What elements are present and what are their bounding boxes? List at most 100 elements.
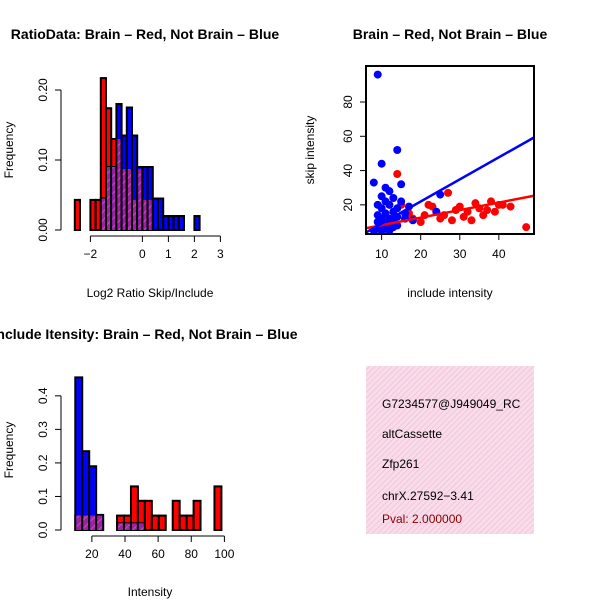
- intensity-hist-xlabel: Intensity: [128, 585, 173, 599]
- y-tick-label: 0.0: [36, 521, 50, 538]
- point-brain: [506, 202, 515, 211]
- y-tick-label: 0.10: [36, 148, 50, 172]
- bar-overlap: [127, 169, 131, 230]
- bar-overlap: [148, 199, 152, 230]
- bar-brain: [73, 198, 82, 231]
- y-tick-label: 0.4: [36, 387, 50, 404]
- point-brain: [444, 188, 453, 197]
- x-tick-label: 1: [165, 247, 172, 261]
- bar-not-brain: [177, 215, 186, 231]
- bar-overlap: [112, 167, 116, 230]
- plot-frame: [365, 65, 535, 235]
- bar-not-brain: [193, 215, 201, 231]
- point-brain: [447, 216, 456, 225]
- info-gene-name: Zfp261: [382, 457, 420, 471]
- point-brain: [490, 207, 499, 216]
- point-not-brain: [397, 180, 406, 189]
- scatter-panel: Brain – Red, Not Brain – Blue 10 20 30 40 20…: [303, 26, 547, 300]
- bar-overlap: [107, 167, 111, 230]
- y-tick-label: 20: [341, 198, 355, 212]
- scatter-ylabel: skip intensity: [303, 116, 317, 185]
- scatter-title: Brain – Red, Not Brain – Blue: [353, 26, 548, 42]
- y-tick-label: 0.2: [36, 454, 50, 471]
- x-tick-label: 20: [414, 247, 428, 261]
- point-not-brain: [385, 187, 394, 196]
- point-not-brain: [389, 194, 398, 202]
- info-panel-background: [366, 366, 534, 534]
- point-brain: [522, 223, 531, 232]
- point-not-brain: [385, 200, 394, 209]
- ratio-hist-axes: −2 0 1 2 3 0.00 0.10 0.20: [36, 78, 224, 261]
- bar-overlap: [138, 523, 144, 530]
- ratio-hist-ylabel: Frequency: [2, 122, 16, 179]
- y-tick-label: 80: [341, 95, 355, 109]
- bar-overlap: [97, 515, 103, 530]
- x-tick-label: 0: [139, 247, 146, 261]
- y-tick-label: 0.1: [36, 488, 50, 505]
- y-tick-label: 0.20: [36, 78, 50, 102]
- bar-overlap: [143, 199, 147, 230]
- point-not-brain: [377, 159, 386, 168]
- x-tick-label: 60: [151, 547, 165, 561]
- x-tick-label: 40: [492, 247, 506, 261]
- fit-line-not-brain: [365, 136, 535, 234]
- bar-brain: [150, 514, 160, 532]
- bar-not-brain: [74, 376, 84, 531]
- point-brain: [416, 218, 425, 226]
- point-brain: [467, 216, 476, 225]
- point-not-brain: [393, 146, 402, 154]
- point-brain: [483, 206, 492, 214]
- fit-line-brain: [365, 194, 535, 230]
- point-not-brain: [397, 197, 406, 206]
- point-not-brain: [393, 204, 402, 213]
- bar-brain: [178, 514, 188, 532]
- x-tick-label: 2: [191, 247, 198, 261]
- info-pval: Pval: 2.000000: [382, 512, 462, 526]
- x-tick-label: 20: [85, 547, 99, 561]
- bar-overlap: [76, 515, 82, 530]
- bar-brain: [171, 499, 181, 532]
- intensity-hist-title: Include Itensity: Brain – Red, Not Brain…: [0, 326, 298, 342]
- bar-overlap: [90, 515, 96, 530]
- bar-brain: [213, 485, 223, 532]
- point-not-brain: [369, 178, 378, 187]
- bar-overlap: [117, 139, 121, 230]
- ratio-hist-bars: [73, 77, 201, 232]
- intensity-histogram-panel: Include Itensity: Brain – Red, Not Brain…: [0, 326, 298, 599]
- intensity-hist-axes: 20 40 60 80 100 0.0 0.1 0.2 0.3 0.4: [36, 387, 235, 561]
- bar-overlap: [124, 523, 130, 530]
- info-event-type: altCassette: [382, 427, 442, 441]
- y-tick-label: 60: [341, 129, 355, 143]
- bar-overlap: [101, 198, 105, 230]
- intensity-hist-ylabel: Frequency: [2, 422, 16, 479]
- bar-overlap: [131, 523, 137, 530]
- intensity-hist-bars: [74, 376, 223, 532]
- info-probe-id: G7234577@J949049_RC: [382, 397, 521, 411]
- y-tick-label: 0.00: [36, 218, 50, 242]
- bar-overlap: [83, 515, 89, 530]
- bar-brain: [185, 514, 195, 532]
- x-tick-label: 30: [453, 247, 467, 261]
- ratio-histogram-panel: RatioData: Brain – Red, Not Brain – Blue…: [2, 26, 279, 300]
- bar-overlap: [122, 169, 126, 230]
- info-panel-clip: G7234577@J949049_RC altCassette Zfp261 c…: [382, 397, 521, 526]
- bar-overlap: [133, 199, 137, 230]
- scatter-xlabel: include intensity: [407, 286, 492, 300]
- bar-brain: [157, 514, 167, 532]
- y-tick-label: 0.3: [36, 421, 50, 438]
- bar-brain: [143, 499, 153, 532]
- bar-not-brain: [157, 197, 165, 231]
- bar-overlap: [118, 523, 123, 530]
- x-tick-label: 100: [214, 547, 234, 561]
- bar-brain: [192, 499, 202, 532]
- x-tick-label: −2: [84, 247, 98, 261]
- y-tick-label: 40: [341, 164, 355, 178]
- info-panel: G7234577@J949049_RC altCassette Zfp261 c…: [366, 366, 534, 534]
- ratio-hist-xlabel: Log2 Ratio Skip/Include: [87, 286, 214, 300]
- x-tick-label: 40: [118, 547, 132, 561]
- scatter-axes: 10 20 30 40 20 40 60 80: [341, 65, 535, 261]
- info-location: chrX.27592−3.41: [382, 489, 474, 503]
- x-tick-label: 10: [375, 247, 389, 261]
- scatter-points: [365, 70, 535, 235]
